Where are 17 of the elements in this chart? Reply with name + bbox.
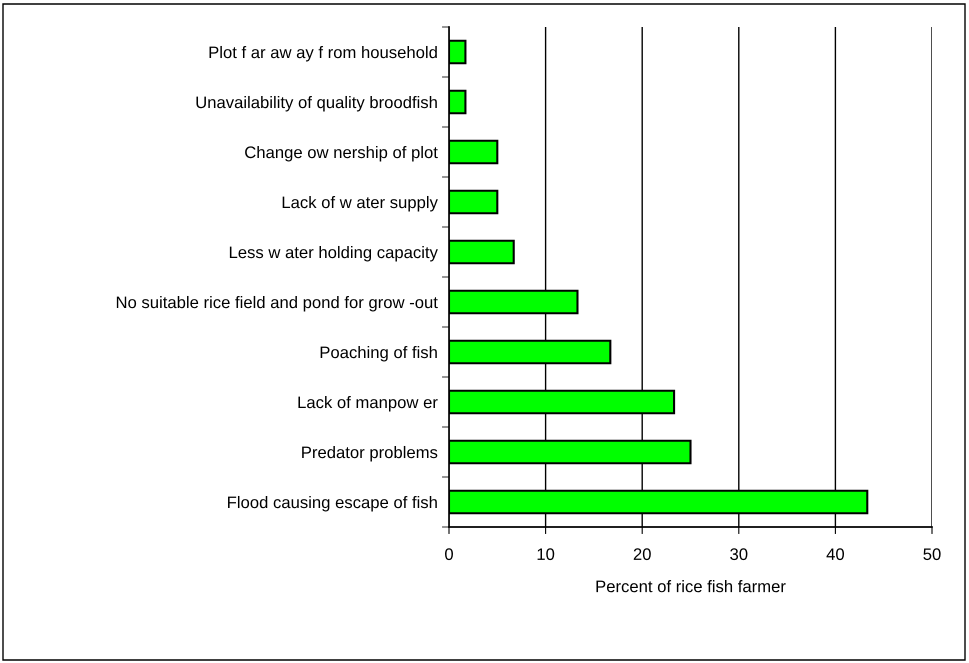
x-tick-label: 50 xyxy=(923,548,941,560)
y-tick-label: Less w ater holding capacity xyxy=(230,246,438,262)
y-tick-label: Lack of manpow er xyxy=(298,396,438,412)
y-tick-label: Lack of w ater supply xyxy=(282,196,438,212)
y-tick-label: Change ow nership of plot xyxy=(245,146,438,162)
x-tick-label: 20 xyxy=(634,548,651,560)
x-tick-label: 30 xyxy=(730,548,748,560)
y-tick-label: Plot f ar aw ay f rom household xyxy=(210,46,437,62)
y-tick-label: Poaching of fish xyxy=(320,346,437,362)
x-axis-title: Percent of rice fish farmer xyxy=(596,580,786,592)
y-tick-label: No suitable rice field and pond for grow -out xyxy=(116,296,438,312)
y-tick-label: Flood causing escape of fish xyxy=(228,496,437,512)
x-tick-label: 0 xyxy=(445,548,453,560)
x-tick-label: 40 xyxy=(826,548,844,560)
x-tick-label: 10 xyxy=(538,548,554,560)
y-tick-label: Predator problems xyxy=(302,446,438,462)
y-tick-label: Unavailability of quality broodfish xyxy=(196,96,437,112)
